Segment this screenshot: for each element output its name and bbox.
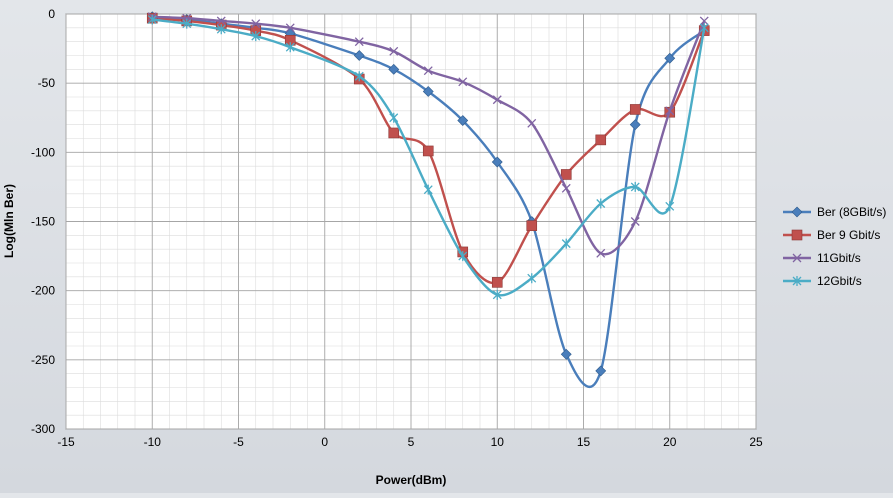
- data-point: [457, 115, 469, 126]
- data-point: [596, 198, 606, 209]
- x-tick-label: 15: [577, 435, 591, 449]
- data-point: [388, 127, 400, 139]
- data-point: [560, 169, 572, 180]
- series-line: [152, 15, 706, 256]
- data-point: [423, 184, 433, 195]
- data-point: [664, 52, 676, 64]
- legend: Ber (8GBit/s) Ber 9 Gbit/s 11Gbit/s 12Gbit/…: [783, 205, 886, 288]
- x-axis-ticks: -15 -10 -5 0 5 10 15 20 25: [57, 435, 763, 449]
- data-point: [251, 19, 261, 29]
- legend-label: 11Gbit/s: [817, 251, 861, 265]
- data-point: [389, 46, 399, 56]
- series-layer: [146, 11, 710, 388]
- data-point: [491, 277, 503, 288]
- series-line: [152, 16, 706, 285]
- y-axis-ticks: 0 -50 -100 -150 -200 -250 -300: [31, 7, 55, 436]
- data-point: [491, 156, 503, 168]
- data-point: [458, 251, 468, 262]
- data-point: [147, 14, 157, 25]
- data-point: [665, 106, 675, 116]
- y-axis-title: Log(Mln Ber): [2, 184, 16, 258]
- data-point: [665, 201, 675, 212]
- data-point: [388, 63, 400, 75]
- legend-label: 12Gbit/s: [817, 274, 862, 288]
- x-tick-label: 20: [663, 435, 677, 449]
- y-tick-label: -200: [31, 284, 55, 298]
- data-point: [353, 50, 365, 61]
- x-axis-title: Power(dBm): [376, 473, 447, 487]
- series-3: [147, 12, 709, 258]
- data-point: [216, 16, 226, 26]
- data-point: [389, 112, 399, 123]
- data-point: [251, 31, 261, 42]
- data-point: [630, 217, 640, 226]
- data-point: [422, 86, 434, 97]
- data-point: [422, 145, 434, 157]
- series-4: [147, 14, 709, 300]
- data-point: [561, 238, 571, 249]
- legend-item: Ber (8GBit/s): [783, 205, 886, 219]
- legend-item: 12Gbit/s: [783, 274, 862, 288]
- data-point: [423, 66, 433, 76]
- data-point: [527, 118, 537, 128]
- legend-label: Ber 9 Gbit/s: [817, 228, 880, 242]
- major-gridlines: [65, 13, 757, 430]
- x-tick-label: 5: [408, 435, 415, 449]
- x-tick-label: -15: [57, 435, 75, 449]
- data-point: [492, 95, 502, 105]
- x-tick-label: 25: [749, 435, 763, 449]
- data-point: [561, 183, 571, 193]
- x-tick-label: 10: [491, 435, 505, 449]
- data-point: [699, 22, 709, 33]
- y-tick-label: -250: [31, 353, 55, 367]
- legend-marker: [791, 206, 803, 218]
- legend-item: Ber 9 Gbit/s: [783, 228, 880, 242]
- data-point: [527, 273, 537, 284]
- y-tick-label: -150: [31, 215, 55, 229]
- legend-label: Ber (8GBit/s): [817, 205, 886, 219]
- x-tick-label: 0: [321, 435, 328, 449]
- data-point: [560, 348, 572, 360]
- data-point: [630, 181, 640, 192]
- data-point: [629, 104, 641, 115]
- data-point: [699, 16, 709, 26]
- data-point: [595, 365, 607, 377]
- data-point: [216, 24, 226, 35]
- data-point: [285, 42, 295, 53]
- legend-marker: [792, 276, 802, 286]
- data-point: [354, 71, 364, 82]
- data-point: [285, 23, 295, 33]
- data-point: [492, 289, 502, 300]
- legend-item: 11Gbit/s: [783, 251, 861, 265]
- y-tick-label: 0: [48, 7, 55, 21]
- data-point: [629, 119, 641, 131]
- x-tick-label: -10: [144, 435, 162, 449]
- legend-marker: [791, 229, 803, 241]
- legend-marker: [792, 253, 802, 263]
- data-point: [182, 18, 192, 29]
- data-point: [595, 134, 607, 146]
- data-point: [526, 220, 538, 231]
- data-point: [596, 248, 606, 258]
- x-tick-label: -5: [233, 435, 244, 449]
- y-tick-label: -100: [31, 145, 55, 159]
- data-point: [354, 37, 364, 47]
- data-point: [458, 77, 468, 87]
- y-tick-label: -50: [38, 76, 56, 90]
- y-tick-label: -300: [31, 422, 55, 436]
